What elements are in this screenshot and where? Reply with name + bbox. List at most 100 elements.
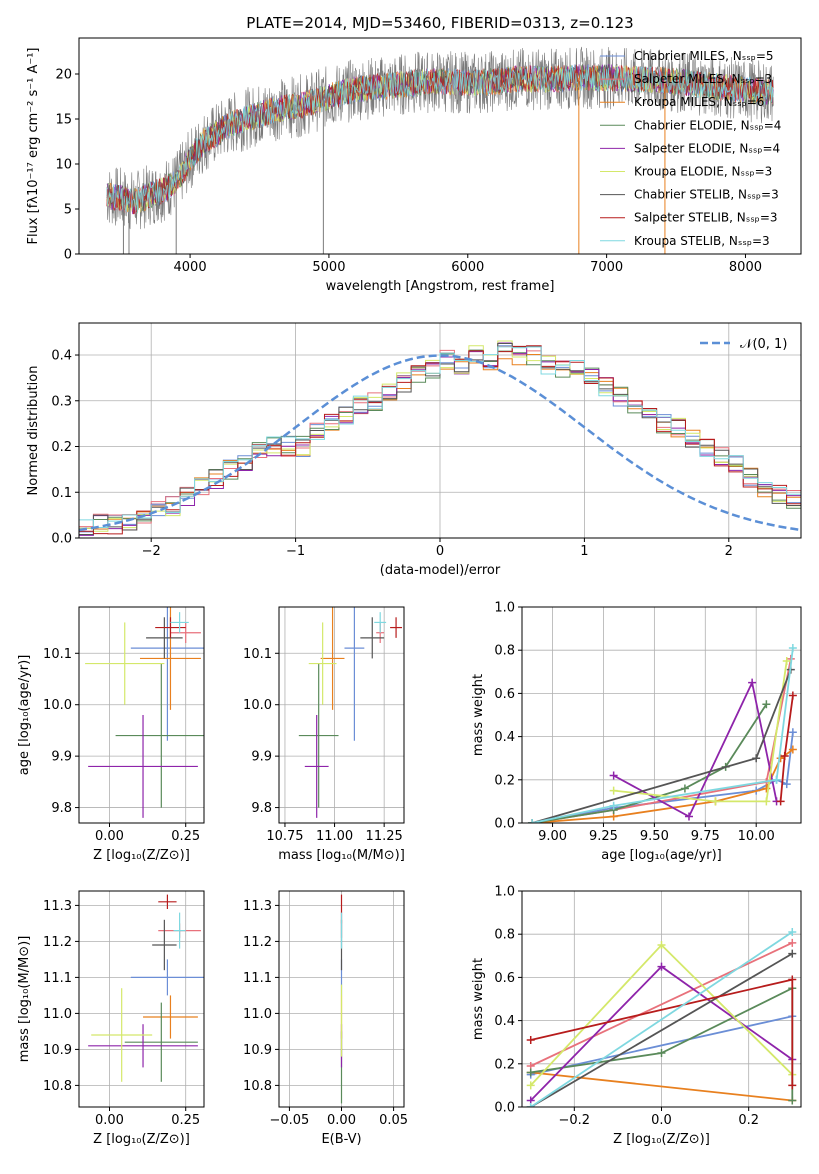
x-tick-label: −0.2 — [559, 1113, 591, 1128]
x-tick-label: 11.25 — [366, 829, 403, 844]
plot-frame — [278, 606, 405, 824]
x-tick-label: 0.00 — [95, 1113, 124, 1128]
x-tick-label: 0 — [436, 544, 444, 559]
y-tick-label: 5 — [64, 203, 72, 218]
y-tick-label: 9.8 — [51, 801, 72, 816]
x-tick-label: 1 — [580, 544, 588, 559]
point-marker — [782, 657, 791, 665]
x-axis-label: (data-model)/error — [380, 563, 501, 578]
y-tick-label: 10.8 — [243, 1079, 272, 1094]
point-marker — [788, 745, 797, 754]
data-point — [88, 715, 198, 818]
y-axis-label: mass [log₁₀(M/M⊙)] — [17, 936, 32, 1063]
y-tick-label: 11.2 — [243, 935, 272, 950]
y-tick-label: 10.8 — [43, 1079, 72, 1094]
point-marker — [609, 771, 618, 780]
point-marker — [762, 797, 771, 806]
legend-label: Kroupa STELIB, Nₛₛₚ=3 — [634, 234, 770, 248]
point-marker — [788, 1096, 797, 1105]
point-marker — [526, 1068, 535, 1077]
y-axis-label: mass weight — [471, 674, 486, 756]
series-line — [530, 931, 793, 1107]
data-point — [170, 622, 201, 643]
data-point — [146, 617, 183, 659]
x-tick-label: 0.00 — [95, 829, 124, 844]
y-tick-label: 10.9 — [243, 1043, 272, 1058]
data-point — [344, 607, 365, 741]
data-point — [115, 663, 204, 808]
y-tick-label: 11.1 — [43, 971, 72, 986]
data-point — [304, 715, 329, 818]
series-line — [530, 941, 793, 1067]
age-vs-metallicity-panel: 0.00 0.25 9.8 9.9 10.0 10.1 Z [log₁₀(Z/Z⊙)] age… — [17, 606, 205, 863]
point-marker — [526, 1081, 535, 1090]
legend-label: Salpeter STELIB, Nₛₛₚ=3 — [634, 211, 778, 225]
y-tick-label: 9.9 — [251, 750, 272, 765]
y-tick-label: 20 — [55, 68, 72, 83]
x-tick-label: 4000 — [174, 260, 207, 275]
legend-label: Chabrier MILES, Nₛₛₚ=5 — [634, 49, 774, 63]
series-line — [530, 952, 793, 1107]
x-tick-label: 10.00 — [738, 829, 775, 844]
y-tick-label: 10 — [55, 158, 72, 173]
gaussian-curve — [79, 354, 801, 532]
chart-title: PLATE=2014, MJD=53460, FIBERID=0313, z=0… — [246, 14, 633, 32]
data-point — [173, 912, 186, 949]
point-marker — [782, 780, 791, 789]
point-marker — [780, 752, 789, 761]
y-tick-label: 11.2 — [43, 935, 72, 950]
data-point — [88, 1024, 198, 1068]
data-point — [155, 617, 186, 638]
y-tick-label: 11.1 — [243, 971, 272, 986]
point-marker — [684, 812, 693, 821]
point-marker — [788, 949, 797, 958]
data-point — [152, 919, 177, 971]
mass-weight-vs-metallicity-panel: −0.2 0.0 0.2 0.0 0.2 0.4 0.6 0.8 1.0 Z [log₁₀(Z/Z… — [471, 885, 802, 1147]
y-tick-label: 0.6 — [494, 971, 515, 986]
point-marker — [776, 754, 785, 763]
data-point — [298, 663, 339, 808]
mass-weight-vs-age-panel: 9.00 9.25 9.50 9.75 10.00 0.0 0.2 0.4 0.6 0.8 1.0 a… — [471, 601, 802, 863]
x-axis-label: mass [log₁₀(M/M⊙)] — [278, 848, 405, 863]
y-tick-label: 0.0 — [51, 532, 72, 547]
series-line — [532, 647, 794, 823]
y-tick-label: 1.0 — [494, 885, 515, 900]
y-tick-label: 0.1 — [51, 486, 72, 501]
x-tick-label: −1 — [286, 544, 305, 559]
point-marker — [788, 928, 797, 937]
y-tick-label: 0.4 — [494, 1014, 515, 1029]
x-axis-label: Z [log₁₀(Z/Z⊙)] — [613, 1132, 710, 1147]
y-tick-label: 10.9 — [43, 1043, 72, 1058]
histogram-series — [79, 345, 801, 531]
point-marker — [776, 797, 785, 806]
y-tick-label: 10.1 — [243, 647, 272, 662]
plot-frame — [78, 606, 205, 824]
legend-label: 𝒩(0, 1) — [740, 337, 787, 352]
point-marker — [528, 819, 537, 823]
x-tick-label: 0.0 — [651, 1113, 672, 1128]
y-tick-label: 11.0 — [243, 1007, 272, 1022]
observed-spectrum-line — [106, 46, 774, 230]
y-tick-label: 10.0 — [243, 698, 272, 713]
data-point — [308, 622, 337, 705]
x-tick-label: 10.75 — [266, 829, 303, 844]
series-line — [532, 703, 768, 823]
data-point — [143, 995, 198, 1039]
x-tick-label: −2 — [142, 544, 161, 559]
x-axis-label: E(B-V) — [321, 1132, 361, 1147]
point-marker — [762, 700, 771, 709]
point-marker — [657, 1049, 666, 1057]
data-point — [320, 607, 345, 710]
plot-frame — [78, 322, 802, 539]
x-tick-label: −0.05 — [269, 1113, 309, 1128]
point-marker — [788, 938, 797, 947]
point-marker — [680, 784, 689, 793]
data-point — [130, 607, 204, 741]
mass-vs-extinction-panel: −0.05 0.00 0.05 10.8 10.9 11.0 11.1 11.2 11.3 E(B… — [243, 890, 408, 1147]
y-tick-label: 0.4 — [494, 730, 515, 745]
y-tick-label: 10.1 — [43, 647, 72, 662]
x-tick-label: 0.05 — [379, 1113, 408, 1128]
model-spectrum-line — [106, 64, 774, 214]
y-tick-label: 0.2 — [494, 1057, 515, 1072]
y-tick-label: 9.8 — [251, 801, 272, 816]
